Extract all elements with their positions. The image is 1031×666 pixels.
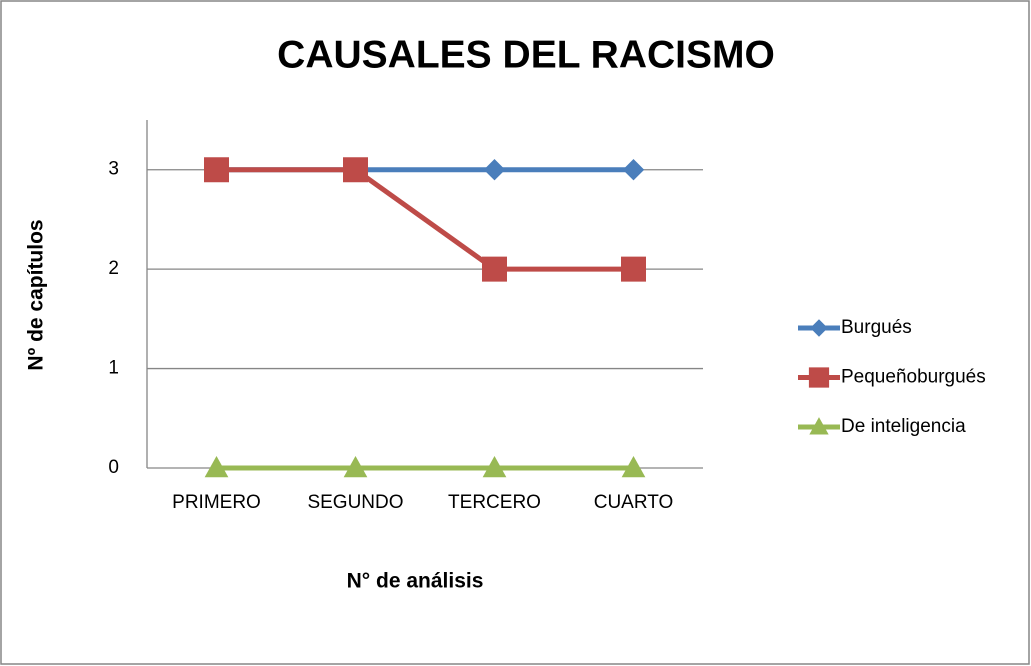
marker — [621, 256, 646, 282]
x-axis-label: N° de análisis — [347, 570, 484, 593]
marker — [204, 157, 229, 183]
marker — [810, 319, 828, 337]
marker — [483, 159, 506, 181]
marker — [482, 455, 507, 478]
legend-label: De inteligencia — [841, 416, 966, 437]
y-tick-label: 2 — [108, 258, 119, 279]
y-tick-label: 1 — [108, 358, 119, 379]
marker — [343, 455, 368, 478]
x-tick-label: CUARTO — [594, 492, 674, 513]
y-axis-label: Nº de capítulos — [25, 219, 48, 370]
x-tick-label: SEGUNDO — [307, 492, 403, 513]
marker — [482, 256, 507, 282]
legend-label: Burgués — [841, 317, 912, 338]
y-tick-label: 3 — [108, 159, 119, 180]
x-tick-label: TERCERO — [448, 492, 541, 513]
marker — [622, 159, 645, 181]
marker — [204, 455, 229, 478]
chart-title: CAUSALES DEL RACISMO — [277, 33, 775, 76]
marker — [343, 157, 368, 183]
series-line — [216, 167, 634, 272]
marker — [808, 367, 830, 388]
marker — [621, 455, 646, 478]
y-tick-label: 0 — [108, 457, 119, 478]
x-tick-label: PRIMERO — [172, 492, 261, 513]
legend-label: Pequeñoburgués — [841, 367, 986, 388]
marker — [809, 417, 829, 435]
